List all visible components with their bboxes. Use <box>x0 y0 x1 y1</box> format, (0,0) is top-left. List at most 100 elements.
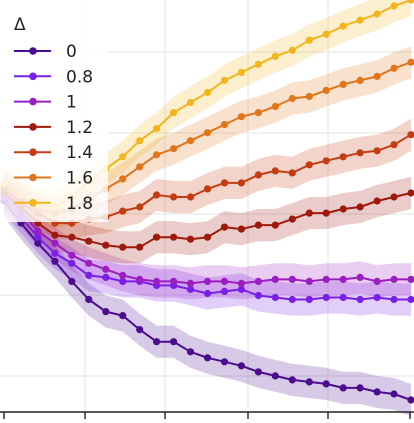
point-series-4-15 <box>254 171 262 179</box>
point-series-1-7 <box>119 277 127 285</box>
point-series-0-12 <box>203 354 212 362</box>
point-series-0-9 <box>153 338 161 346</box>
point-series-2-16 <box>271 275 279 283</box>
point-series-2-24 <box>407 275 414 283</box>
point-series-3-23 <box>390 193 398 201</box>
point-series-2-14 <box>237 279 245 287</box>
point-series-0-15 <box>254 368 262 376</box>
point-series-3-9 <box>153 233 161 241</box>
point-series-5-12 <box>203 129 212 137</box>
legend: Δ 0 0.8 1 1.2 1.4 1.6 1.8 <box>0 0 108 222</box>
point-series-0-11 <box>186 348 195 356</box>
point-series-2-6 <box>102 265 110 273</box>
point-series-4-11 <box>186 193 195 201</box>
point-series-6-24 <box>407 0 414 4</box>
point-series-4-19 <box>322 157 330 165</box>
point-series-1-22 <box>373 293 381 302</box>
point-series-3-14 <box>237 225 245 233</box>
point-series-6-20 <box>339 22 347 30</box>
point-series-1-3 <box>51 249 59 257</box>
point-series-4-21 <box>356 149 364 157</box>
legend-swatch-marker-4 <box>29 148 37 156</box>
point-series-4-18 <box>305 161 313 169</box>
point-series-0-22 <box>373 388 381 396</box>
point-series-3-20 <box>339 205 347 213</box>
band-series-1 <box>4 180 411 316</box>
point-series-2-20 <box>339 275 347 283</box>
point-series-4-16 <box>271 167 279 175</box>
point-series-1-2 <box>34 233 42 241</box>
legend-label-2: 1 <box>66 93 77 113</box>
point-series-6-18 <box>305 36 313 44</box>
legend-label-6: 1.8 <box>66 194 93 214</box>
point-series-3-15 <box>254 221 262 229</box>
point-series-3-16 <box>271 221 279 229</box>
legend-label-4: 1.4 <box>66 143 93 163</box>
point-series-4-8 <box>136 203 144 211</box>
legend-item-3: 1.2 <box>14 118 93 138</box>
point-series-2-7 <box>119 271 127 279</box>
point-series-0-13 <box>220 358 229 366</box>
point-series-0-19 <box>322 380 330 388</box>
point-series-0-2 <box>34 239 42 247</box>
point-series-0-5 <box>85 295 93 304</box>
point-series-4-20 <box>339 153 347 161</box>
point-series-2-11 <box>186 279 195 287</box>
point-series-5-19 <box>322 86 330 94</box>
legend-label-1: 0.8 <box>66 67 93 87</box>
point-series-5-13 <box>220 121 229 129</box>
point-series-5-8 <box>136 163 144 171</box>
point-series-6-22 <box>373 10 381 18</box>
point-series-5-14 <box>237 113 245 121</box>
point-series-2-2 <box>34 227 42 235</box>
point-series-0-8 <box>136 326 144 334</box>
legend-item-2: 1 <box>14 93 77 113</box>
point-series-3-4 <box>68 233 76 241</box>
point-series-4-10 <box>170 193 178 201</box>
point-series-6-21 <box>356 16 364 24</box>
point-series-6-8 <box>136 137 144 145</box>
point-series-2-23 <box>390 275 398 283</box>
point-series-1-4 <box>68 259 76 267</box>
point-series-2-3 <box>51 239 59 247</box>
point-series-2-21 <box>356 273 364 281</box>
legend-label-5: 1.6 <box>66 169 93 189</box>
point-series-5-9 <box>153 151 161 159</box>
legend-item-6: 1.8 <box>14 194 93 214</box>
legend-box <box>0 0 108 222</box>
legend-swatch-marker-3 <box>29 123 37 131</box>
point-series-3-7 <box>119 243 127 251</box>
point-series-1-23 <box>390 295 398 304</box>
point-series-6-23 <box>390 2 398 10</box>
point-series-1-21 <box>356 295 364 304</box>
point-series-1-16 <box>271 293 279 302</box>
point-series-1-24 <box>407 295 414 304</box>
point-series-3-12 <box>203 233 212 241</box>
point-series-6-9 <box>153 125 161 133</box>
point-series-0-21 <box>356 384 364 392</box>
legend-swatch-marker-0 <box>29 47 37 55</box>
point-series-2-12 <box>203 277 212 285</box>
point-series-1-13 <box>220 287 229 295</box>
point-series-2-13 <box>220 277 229 285</box>
point-series-0-23 <box>390 390 398 398</box>
point-series-3-17 <box>288 215 296 223</box>
point-series-3-21 <box>356 203 364 211</box>
point-series-0-4 <box>68 277 76 285</box>
point-series-0-6 <box>102 308 110 316</box>
point-series-4-22 <box>373 147 381 155</box>
point-series-0-14 <box>237 362 245 370</box>
point-series-6-14 <box>237 68 245 76</box>
point-series-3-22 <box>373 197 381 205</box>
point-series-1-20 <box>339 293 347 302</box>
point-series-6-19 <box>322 30 330 38</box>
point-series-3-5 <box>85 237 93 245</box>
point-series-1-19 <box>322 293 330 302</box>
point-series-4-24 <box>407 131 414 139</box>
point-series-6-12 <box>203 88 212 97</box>
point-series-1-5 <box>85 271 93 279</box>
legend-title: Δ <box>14 15 26 35</box>
point-series-0-7 <box>119 312 127 320</box>
point-series-6-10 <box>170 109 178 117</box>
